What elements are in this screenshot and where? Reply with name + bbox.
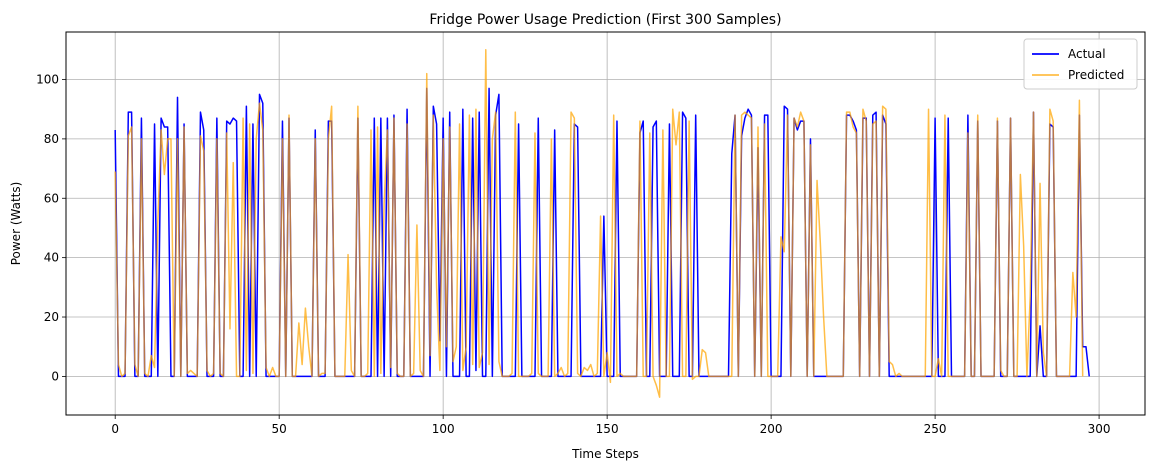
- plot-frame: [65, 31, 1146, 416]
- x-tick-label: 300: [1088, 422, 1111, 436]
- legend-label-actual: Actual: [1068, 47, 1106, 61]
- y-tick-label: 80: [44, 132, 59, 146]
- x-tick-label: 150: [596, 422, 619, 436]
- chart-title: Fridge Power Usage Prediction (First 300…: [429, 12, 781, 28]
- y-tick-label: 0: [51, 369, 59, 383]
- series-line-predicted: [114, 49, 1084, 398]
- x-tick-label: 50: [272, 422, 287, 436]
- y-tick-label: 20: [44, 310, 59, 324]
- legend-box: [1023, 38, 1138, 90]
- y-axis-label: Power (Watts): [9, 182, 23, 266]
- legend: Actual Predicted: [1023, 38, 1138, 90]
- x-tick-label: 200: [760, 422, 783, 436]
- series-lines: [114, 49, 1090, 398]
- y-tick-label: 40: [44, 251, 59, 265]
- y-tick-label: 100: [36, 73, 59, 87]
- x-tick-label: 100: [432, 422, 455, 436]
- axis-ticks: 0 50 100 150 200 250 300 0 20 40 60 80 100: [36, 73, 1110, 436]
- x-tick-label: 250: [924, 422, 947, 436]
- x-axis-label: Time Steps: [571, 447, 639, 461]
- legend-label-predicted: Predicted: [1068, 68, 1124, 82]
- x-tick-label: 0: [111, 422, 119, 436]
- y-tick-label: 60: [44, 191, 59, 205]
